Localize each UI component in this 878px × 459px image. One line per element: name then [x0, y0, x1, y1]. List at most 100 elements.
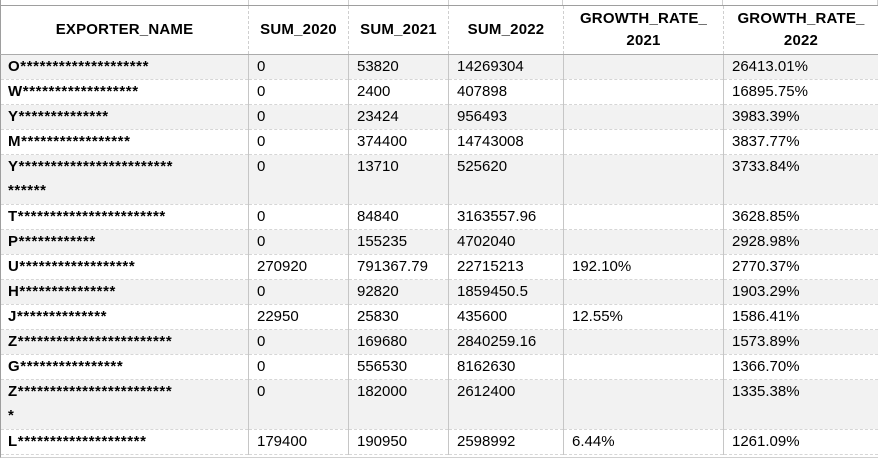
sum-2020-cell: 0 — [248, 79, 349, 105]
sum-2020-cell: 0 — [248, 229, 349, 255]
table-row: P************ 0 155235 4702040 2928.98% — [0, 229, 878, 255]
col-header-exporter-name: EXPORTER_NAME — [0, 5, 249, 55]
table-row: M***************** 0 374400 14743008 383… — [0, 129, 878, 155]
exporter-name-cell: Z************************ — [0, 329, 249, 355]
sum-2021-cell: 84840 — [348, 204, 449, 230]
sum-2020-cell: 0 — [248, 154, 349, 205]
sum-2021-cell: 53820 — [348, 54, 449, 80]
growth-rate-2021-cell: 12.55% — [563, 304, 724, 330]
table-row: Y************** 0 23424 956493 3983.39% — [0, 104, 878, 130]
sum-2021-cell: 169680 — [348, 329, 449, 355]
growth-rate-2021-cell: 6.44% — [563, 429, 724, 455]
growth-rate-2022-cell: 1261.09% — [723, 429, 878, 455]
sum-2021-cell: 190950 — [348, 429, 449, 455]
sum-2020-cell: 0 — [248, 54, 349, 80]
growth-rate-2021-cell — [563, 154, 724, 205]
col-header-growth-rate-2021: GROWTH_RATE_ 2021 — [563, 5, 724, 55]
col-header-sum-2020: SUM_2020 — [248, 5, 349, 55]
growth-rate-2021-cell — [563, 79, 724, 105]
growth-rate-2021-cell — [563, 104, 724, 130]
sum-2022-cell: 4702040 — [448, 229, 564, 255]
table-row: J************** 22950 25830 435600 12.55… — [0, 304, 878, 330]
sum-2021-cell: 374400 — [348, 129, 449, 155]
table-row: W****************** 0 2400 407898 16895.… — [0, 79, 878, 105]
sum-2021-cell: 13710 — [348, 154, 449, 205]
exporter-name-cell: U****************** — [0, 254, 249, 280]
sum-2021-cell: 2400 — [348, 79, 449, 105]
sum-2022-cell: 14269304 — [448, 54, 564, 80]
cropped-row-above — [0, 0, 878, 5]
sum-2021-cell: 556530 — [348, 354, 449, 380]
sum-2022-cell: 956493 — [448, 104, 564, 130]
sum-2022-cell: 2598992 — [448, 429, 564, 455]
sum-2022-cell: 435600 — [448, 304, 564, 330]
growth-rate-2022-cell: 1586.41% — [723, 304, 878, 330]
exporter-name-cell: G**************** — [0, 354, 249, 380]
sum-2020-cell: 0 — [248, 204, 349, 230]
table-row: H*************** 0 92820 1859450.5 1903.… — [0, 279, 878, 305]
growth-rate-2021-cell — [563, 54, 724, 80]
table-row: G**************** 0 556530 8162630 1366.… — [0, 354, 878, 380]
table-row: Z************************ 0 169680 28402… — [0, 329, 878, 355]
growth-rate-2022-cell: 3983.39% — [723, 104, 878, 130]
sum-2022-cell: 1859450.5 — [448, 279, 564, 305]
sum-2021-cell: 182000 — [348, 379, 449, 430]
sum-2022-cell: 8162630 — [448, 354, 564, 380]
table-row: Z************************ * 0 182000 261… — [0, 379, 878, 430]
sum-2020-cell: 0 — [248, 279, 349, 305]
sum-2021-cell: 155235 — [348, 229, 449, 255]
sum-2020-cell: 0 — [248, 129, 349, 155]
exporter-name-cell: O******************** — [0, 54, 249, 80]
growth-rate-2022-cell: 3733.84% — [723, 154, 878, 205]
sum-2020-cell: 22950 — [248, 304, 349, 330]
exporter-name-cell: Y************** — [0, 104, 249, 130]
growth-rate-2022-cell: 1366.70% — [723, 354, 878, 380]
table-row: O******************** 0 53820 14269304 2… — [0, 54, 878, 80]
exporter-name-cell: P************ — [0, 229, 249, 255]
exporter-name-cell: W****************** — [0, 79, 249, 105]
sum-2022-cell: 2840259.16 — [448, 329, 564, 355]
sum-2020-cell: 0 — [248, 329, 349, 355]
header-row: EXPORTER_NAME SUM_2020 SUM_2021 SUM_2022… — [0, 5, 878, 55]
growth-rate-2021-cell: 192.10% — [563, 254, 724, 280]
sum-2021-cell: 791367.79 — [348, 254, 449, 280]
table-row: T*********************** 0 84840 3163557… — [0, 204, 878, 230]
growth-rate-2021-cell — [563, 379, 724, 430]
sum-2022-cell: 407898 — [448, 79, 564, 105]
growth-rate-2022-cell: 26413.01% — [723, 54, 878, 80]
table-row: Y************************ ****** 0 13710… — [0, 154, 878, 205]
exporter-name-cell: Y************************ ****** — [0, 154, 249, 205]
sum-2022-cell: 22715213 — [448, 254, 564, 280]
growth-rate-2022-cell: 2770.37% — [723, 254, 878, 280]
exporter-name-cell: H*************** — [0, 279, 249, 305]
sum-2022-cell: 2612400 — [448, 379, 564, 430]
growth-rate-2021-cell — [563, 279, 724, 305]
growth-rate-2021-cell — [563, 354, 724, 380]
growth-rate-2022-cell: 1335.38% — [723, 379, 878, 430]
growth-rate-2022-cell: 3628.85% — [723, 204, 878, 230]
sum-2020-cell: 179400 — [248, 429, 349, 455]
sum-2022-cell: 3163557.96 — [448, 204, 564, 230]
exporter-name-cell: L******************** — [0, 429, 249, 455]
sum-2022-cell: 525620 — [448, 154, 564, 205]
growth-rate-2021-cell — [563, 129, 724, 155]
growth-rate-2022-cell: 1573.89% — [723, 329, 878, 355]
col-header-growth-rate-2022: GROWTH_RATE_ 2022 — [723, 5, 878, 55]
sum-2021-cell: 25830 — [348, 304, 449, 330]
growth-rate-2022-cell: 16895.75% — [723, 79, 878, 105]
cropped-row-below — [0, 455, 878, 458]
growth-rate-2022-cell: 2928.98% — [723, 229, 878, 255]
sum-2022-cell: 14743008 — [448, 129, 564, 155]
exporter-name-cell: M***************** — [0, 129, 249, 155]
sum-2020-cell: 0 — [248, 354, 349, 380]
exporter-name-cell: Z************************ * — [0, 379, 249, 430]
exporter-name-cell: T*********************** — [0, 204, 249, 230]
col-header-sum-2022: SUM_2022 — [448, 5, 564, 55]
exporter-name-cell: J************** — [0, 304, 249, 330]
table-row: L******************** 179400 190950 2598… — [0, 429, 878, 455]
sum-2021-cell: 23424 — [348, 104, 449, 130]
table-row: U****************** 270920 791367.79 227… — [0, 254, 878, 280]
growth-rate-2021-cell — [563, 204, 724, 230]
sum-2020-cell: 0 — [248, 104, 349, 130]
